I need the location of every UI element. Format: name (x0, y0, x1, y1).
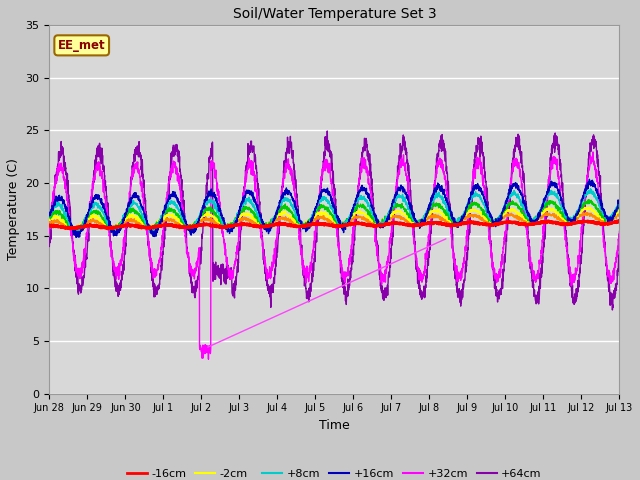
Text: EE_met: EE_met (58, 39, 106, 52)
Legend: -16cm, -8cm, -2cm, +2cm, +8cm, +16cm, +32cm, +64cm: -16cm, -8cm, -2cm, +2cm, +8cm, +16cm, +3… (123, 464, 546, 480)
Y-axis label: Temperature (C): Temperature (C) (7, 158, 20, 260)
Title: Soil/Water Temperature Set 3: Soil/Water Temperature Set 3 (232, 7, 436, 21)
X-axis label: Time: Time (319, 419, 350, 432)
